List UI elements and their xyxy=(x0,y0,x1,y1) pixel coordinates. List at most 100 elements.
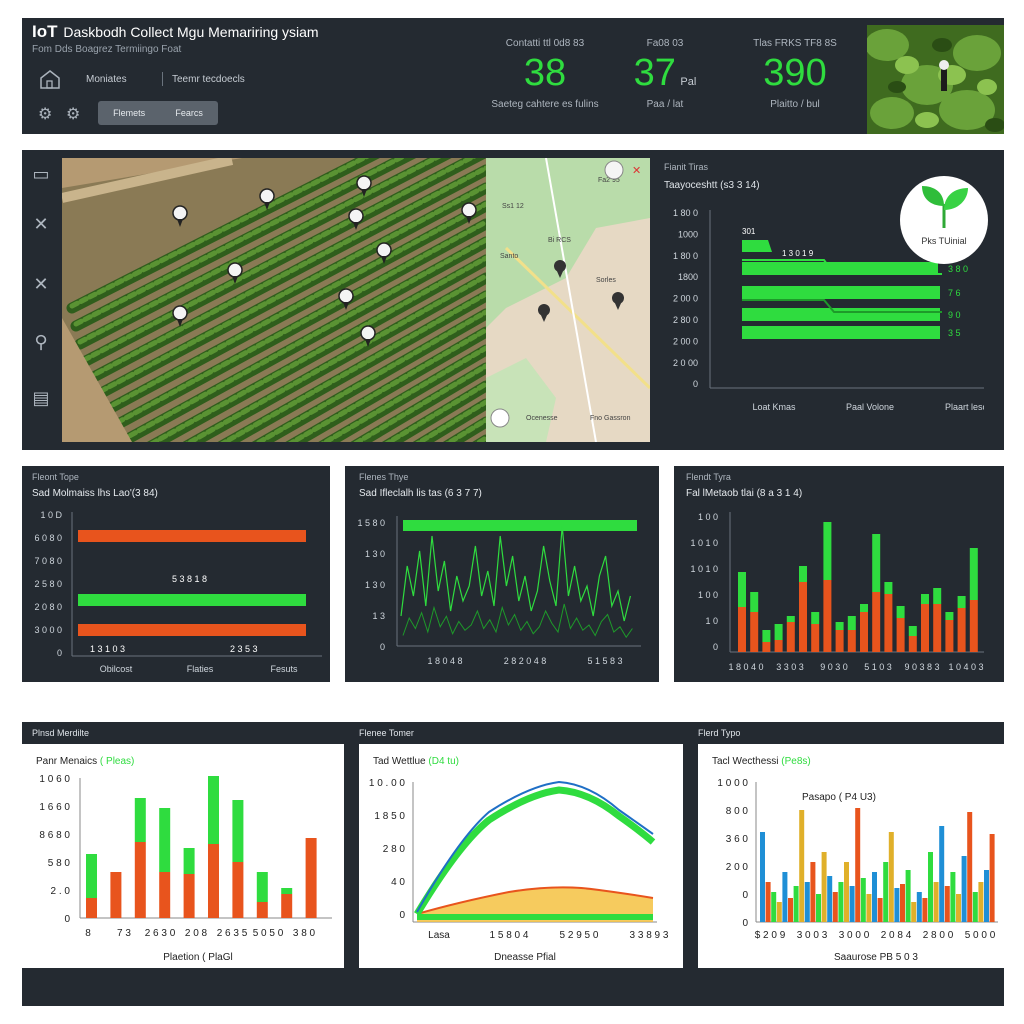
x-tick-label: 2 8 0 0 xyxy=(923,930,954,941)
gear-icon[interactable]: ⚙ xyxy=(38,106,53,123)
crop-row-highlight xyxy=(320,345,486,442)
bar-label: 301 xyxy=(742,227,756,236)
bar xyxy=(742,262,938,275)
leaf-icon xyxy=(922,186,968,229)
bar xyxy=(78,594,306,606)
minimap[interactable]: Fa2 95 Ss1 12 Santo Bi RCS Sorles Ocenesse Fno… xyxy=(486,158,650,442)
dirt-path xyxy=(62,158,234,203)
card-title: Panr Menaics ( Pleas) xyxy=(36,756,135,767)
crop-row-highlight xyxy=(185,273,486,442)
x-tick-label: 5 2 9 5 0 xyxy=(560,930,599,941)
location-pin-icon[interactable]: ⚲ xyxy=(34,332,48,352)
sensor-pin-tail xyxy=(381,256,387,264)
header-bar: IoT Daskbodh Collect Mgu Memariring ysia… xyxy=(22,18,1004,134)
soil-corner xyxy=(62,318,132,442)
bar-value-label: 9 0 xyxy=(948,310,961,320)
bar xyxy=(765,882,771,922)
bar-segment xyxy=(884,594,893,652)
bar xyxy=(956,894,961,922)
bar xyxy=(78,624,306,636)
app-subtitle: Fom Dds Boagrez Termiingo Foat xyxy=(32,44,182,55)
bar-segment xyxy=(86,898,97,918)
x-tick-label: 3 3 8 9 3 xyxy=(630,930,669,941)
file-icon[interactable]: ▤ xyxy=(32,388,50,408)
x-tick-label: 2 0 8 xyxy=(185,928,208,939)
toggle-left-label[interactable]: Flemets xyxy=(113,108,146,118)
x-tick-label: Plaart lesc xyxy=(945,402,984,412)
weather-bar-chart: 1 0 0 0 8 0 0 3 6 0 2 0 0 0 0 Pasapo ( P4 U3) $… xyxy=(717,778,998,963)
bar xyxy=(888,832,894,922)
plant-badge[interactable]: Pks TUinial xyxy=(900,176,988,264)
sensor-pin-tail xyxy=(264,202,270,210)
bar xyxy=(844,862,849,922)
sensor-pin-icon xyxy=(172,305,188,321)
x-tick-label: Loat Kmas xyxy=(752,402,796,412)
crop-row-highlight xyxy=(73,158,406,327)
bar xyxy=(855,808,861,922)
crop-row-highlight xyxy=(97,219,486,435)
x-tick-label: 5 1 0 3 xyxy=(864,662,892,672)
sensor-pin-icon xyxy=(259,188,275,204)
inbox-icon[interactable]: ▭ xyxy=(32,164,50,184)
bar-segment xyxy=(110,872,122,918)
y-tick-label: 0 xyxy=(57,648,62,658)
kpi-card-1: Contatti ttl 0d8 83 38 Saeteg cahtere es… xyxy=(470,38,620,110)
nav-records[interactable]: Teemr tecdoecls xyxy=(172,74,245,85)
y-tick-label: 2 0 0 xyxy=(726,862,749,873)
y-tick-label: 5 8 0 xyxy=(48,858,71,869)
y-tick-label: 4 0 xyxy=(391,877,405,888)
bar xyxy=(916,892,922,922)
bar-segment xyxy=(208,776,219,844)
y-tick-label: 1 3 0 xyxy=(365,580,385,590)
bar xyxy=(872,872,877,922)
nav-monitor[interactable]: Moniates xyxy=(86,74,127,85)
area-fill xyxy=(417,887,653,922)
settings-icon[interactable]: ⚙ xyxy=(66,106,81,123)
x-tick-label: 9 0 3 8 3 xyxy=(904,662,939,672)
y-tick-label: 1 5 8 0 xyxy=(357,518,385,528)
map-label: Fa2 95 xyxy=(598,177,620,184)
bar-segment xyxy=(738,572,746,607)
sensor-pin-tail xyxy=(177,219,183,227)
y-tick-label: 1 0 . 0 0 xyxy=(369,778,406,789)
y-tick-label: 0 xyxy=(380,642,385,652)
x-tick-label: 2 6 3 5 xyxy=(217,928,248,939)
bar-segment xyxy=(835,622,844,630)
toggle-right-label[interactable]: Fearcs xyxy=(175,108,203,118)
metabolism-chart-panel: Flendt Tyra Fal lMetaob tlai (8 a 3 1 4)… xyxy=(674,466,1004,682)
x-tick-label: 9 0 3 0 xyxy=(820,662,848,672)
bar xyxy=(799,810,805,922)
field-aerial-view[interactable] xyxy=(62,158,486,442)
x-tick-label: Fesuts xyxy=(270,664,298,674)
sensor-pin-tail xyxy=(361,189,367,197)
bar xyxy=(911,902,917,922)
y-tick-label: 2 00 0 xyxy=(673,336,698,346)
bar xyxy=(972,892,978,922)
y-tick-label: 6 0 8 0 xyxy=(34,533,62,543)
bar-segment xyxy=(786,622,795,652)
plant-photo xyxy=(867,25,1004,134)
kpi-card-2: Fa08 03 37 Pal Paa / lat xyxy=(610,38,720,110)
bar-segment xyxy=(762,642,771,652)
map-label: Santo xyxy=(500,253,518,260)
view-toggle[interactable]: Flemets Fearcs xyxy=(98,101,218,125)
crop-row-highlight xyxy=(384,381,486,442)
bar-segment xyxy=(762,630,771,642)
close-icon[interactable]: ✕ xyxy=(33,274,49,294)
y-tick-label: 0 xyxy=(399,910,405,921)
panel-title: Flendt Tyra xyxy=(686,472,731,482)
y-tick-label: 8 6 8 0 xyxy=(39,830,70,841)
bar-segment xyxy=(305,838,317,918)
y-tick-label: 7 0 8 0 xyxy=(34,556,62,566)
crop-row-highlight xyxy=(220,291,486,442)
bar xyxy=(950,872,956,922)
bar xyxy=(742,308,940,321)
close-icon[interactable]: ✕ xyxy=(33,214,49,234)
x-axis-title: Dneasse Pfial xyxy=(494,952,556,963)
y-tick-label: 8 0 0 xyxy=(726,806,749,817)
bar-segment xyxy=(232,800,244,862)
map-pin-tail xyxy=(556,269,564,278)
home-icon[interactable] xyxy=(38,68,62,90)
y-tick-label: 0 xyxy=(742,890,748,901)
y-tick-label: 1 8 5 0 xyxy=(374,811,405,822)
